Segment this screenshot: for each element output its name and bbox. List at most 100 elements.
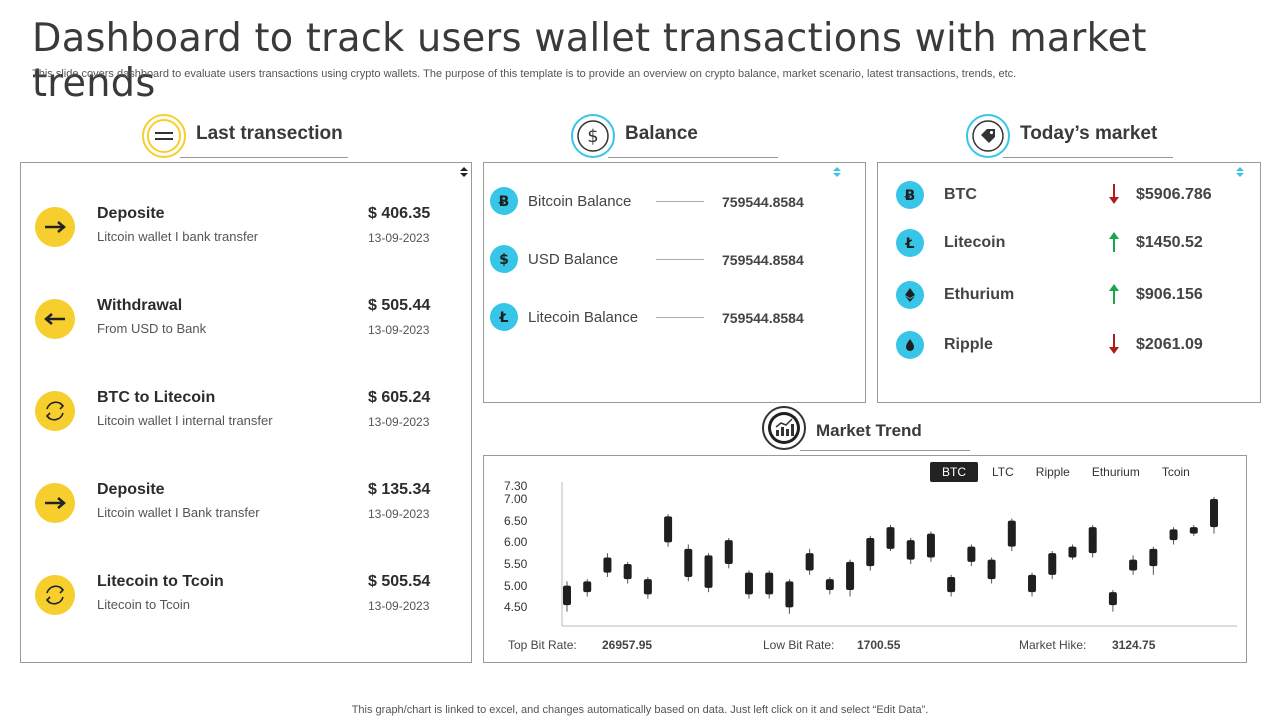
candle [583, 579, 592, 597]
tab-tcoin[interactable]: Tcoin [1161, 465, 1190, 479]
market-row: Ƀ BTC $5906.786 [896, 181, 1256, 211]
y-tick-label: 5.50 [504, 557, 528, 571]
market-coin-name: Litecoin [944, 234, 1006, 251]
transaction-row[interactable]: BTC to Litecoin Litcoin wallet I internal… [35, 389, 445, 433]
y-tick-label: 7.30 [504, 479, 528, 493]
candle-body [1088, 527, 1097, 554]
candle [825, 577, 834, 595]
candle-body [1149, 548, 1158, 567]
market-coin-name: Ethurium [944, 286, 1015, 303]
sort-icon[interactable] [833, 167, 841, 177]
ethereum-icon [896, 281, 924, 309]
candle-body [1189, 527, 1198, 534]
transaction-row[interactable]: Deposite Litcoin wallet I bank transfer $ … [35, 205, 445, 249]
balance-name: Bitcoin Balance [528, 193, 632, 210]
candle-body [967, 546, 976, 562]
balance-name: USD Balance [528, 251, 619, 268]
trend-chart-icon [762, 406, 806, 450]
tab-ltc[interactable]: LTC [992, 465, 1014, 479]
balance-value: 759544.8584 [722, 194, 804, 210]
candle [805, 548, 814, 575]
dollar-icon: $ [490, 245, 518, 273]
trend-tabs: BTC LTC Ripple Ethurium Tcoin [930, 462, 1204, 482]
transaction-date: 13-09-2023 [368, 323, 430, 337]
transaction-date: 13-09-2023 [368, 507, 430, 521]
market-row: Ethurium $906.156 [896, 281, 1256, 311]
tab-btc[interactable]: BTC [930, 462, 978, 482]
market-coin-name: Ripple [944, 336, 993, 353]
candle [906, 538, 915, 564]
candle-body [926, 533, 935, 558]
last-transaction-panel: Deposite Litcoin wallet I bank transfer $ … [20, 162, 472, 663]
last-transaction-underline [180, 157, 348, 158]
candle [947, 574, 956, 597]
y-tick-label: 7.00 [504, 492, 528, 506]
candle-body [583, 581, 592, 593]
page-subtitle: This slide covers dashboard to evaluate … [32, 68, 1017, 80]
dollar-icon: $ [571, 114, 615, 158]
balance-title: Balance [625, 123, 698, 144]
candle-body [906, 540, 915, 560]
candle-body [1129, 559, 1138, 571]
balance-row: Ƀ Bitcoin Balance 759544.8584 [490, 187, 860, 217]
arrow-right-icon [35, 483, 75, 523]
candle [623, 561, 632, 584]
candle-body [724, 540, 733, 564]
market-row: Ripple $2061.09 [896, 331, 1256, 361]
candle [926, 531, 935, 562]
candle [967, 544, 976, 567]
balance-value: 759544.8584 [722, 310, 804, 326]
tab-ethurium[interactable]: Ethurium [1091, 465, 1140, 479]
y-tick-label: 6.50 [504, 513, 528, 528]
candle-body [1068, 546, 1077, 558]
candle [643, 577, 652, 599]
y-tick-label: 4.50 [504, 600, 528, 615]
candle [724, 538, 733, 569]
ripple-icon [896, 331, 924, 359]
balance-panel: Ƀ Bitcoin Balance 759544.8584 $ USD Balance 7… [483, 162, 866, 403]
transaction-name: Withdrawal [97, 297, 183, 314]
footnote: This graph/chart is linked to excel, and… [351, 704, 929, 716]
market-trend-underline [800, 450, 970, 451]
candle [1169, 527, 1178, 545]
candle [744, 570, 753, 599]
candle [846, 559, 855, 597]
tab-ripple[interactable]: Ripple [1035, 465, 1070, 479]
list-icon [142, 114, 186, 158]
candle-body [1108, 592, 1117, 606]
market-price: $906.156 [1136, 286, 1203, 303]
stat-value: 26957.95 [602, 638, 653, 652]
candle [1028, 572, 1037, 597]
candle [684, 544, 693, 582]
candle-body [886, 527, 895, 549]
transaction-row[interactable]: Withdrawal From USD to Bank $ 505.44 13-09-… [35, 297, 445, 341]
svg-text:Ł: Ł [499, 310, 509, 325]
exchange-icon [35, 391, 75, 431]
bitcoin-icon: Ƀ [490, 187, 518, 215]
todays-market-header: Today’s market [966, 114, 1157, 158]
candle [603, 553, 612, 577]
todays-market-title: Today’s market [1020, 123, 1158, 144]
transaction-description: From USD to Bank [97, 321, 207, 336]
candle [987, 557, 996, 584]
svg-text:$: $ [499, 252, 509, 267]
candle-body [1028, 574, 1037, 593]
stat-label: Low Bit Rate: [763, 638, 835, 652]
candle [1210, 496, 1218, 534]
transaction-date: 13-09-2023 [368, 599, 430, 613]
sort-icon[interactable] [460, 167, 468, 177]
arrow-up-icon [1109, 232, 1119, 252]
arrow-right-icon [35, 207, 75, 247]
candle [664, 514, 673, 547]
stat-label: Market Hike: [1019, 638, 1087, 652]
candle [785, 579, 794, 614]
transaction-amount: $ 135.34 [368, 481, 431, 498]
sort-icon[interactable] [1236, 167, 1244, 177]
transaction-row[interactable]: Litecoin to Tcoin Litecoin to Tcoin $ 505.… [35, 573, 445, 617]
candle [704, 553, 713, 593]
transaction-description: Litcoin wallet I Bank transfer [97, 505, 260, 520]
todays-market-panel: Ƀ BTC $5906.786 Ł Litecoin $1450.52 Ethurium $9… [877, 162, 1261, 403]
candle [1088, 525, 1097, 558]
candlestick-chart [561, 482, 1237, 627]
transaction-row[interactable]: Deposite Litcoin wallet I Bank transfer $ … [35, 481, 445, 525]
